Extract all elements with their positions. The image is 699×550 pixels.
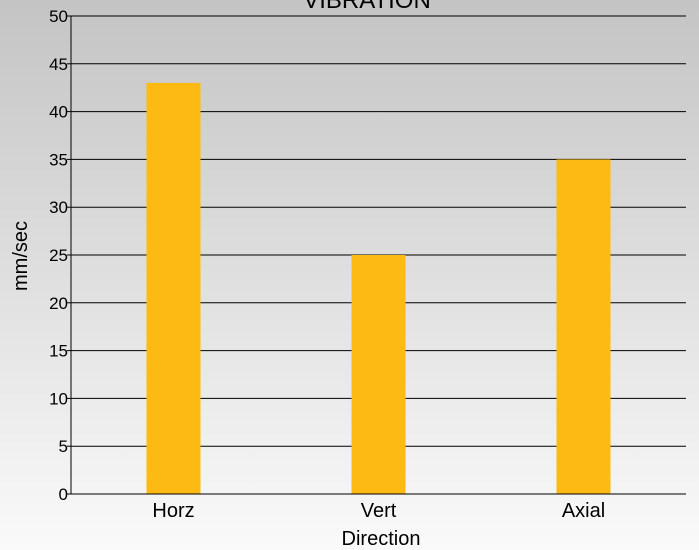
x-tick-label-vert: Vert bbox=[361, 500, 397, 522]
y-tick-label-45: 45 bbox=[49, 55, 68, 74]
bar-axial bbox=[556, 159, 611, 494]
x-tick-label-axial: Axial bbox=[562, 500, 605, 522]
bars bbox=[146, 82, 611, 495]
axes bbox=[70, 16, 686, 495]
y-tick-label-35: 35 bbox=[49, 150, 68, 169]
bar-horz bbox=[146, 82, 201, 495]
y-tick-labels: 0 5 10 15 20 25 30 35 40 45 50 bbox=[49, 7, 68, 504]
y-tick-label-40: 40 bbox=[49, 103, 68, 122]
y-tick-label-10: 10 bbox=[49, 389, 68, 408]
x-axis-title: Direction bbox=[342, 528, 421, 550]
y-tick-label-50: 50 bbox=[49, 7, 68, 26]
bar-vert bbox=[351, 255, 406, 494]
x-tick-labels: Horz Vert Axial bbox=[152, 500, 605, 522]
y-tick-label-25: 25 bbox=[49, 246, 68, 265]
y-tick-label-5: 5 bbox=[59, 437, 68, 456]
y-tick-label-30: 30 bbox=[49, 198, 68, 217]
y-tick-label-0: 0 bbox=[59, 485, 68, 504]
x-tick-label-horz: Horz bbox=[152, 500, 194, 522]
y-axis-title: mm/sec bbox=[10, 221, 32, 291]
chart-title: VIBRATION bbox=[303, 0, 431, 14]
y-tick-label-20: 20 bbox=[49, 294, 68, 313]
y-tick-label-15: 15 bbox=[49, 342, 68, 361]
